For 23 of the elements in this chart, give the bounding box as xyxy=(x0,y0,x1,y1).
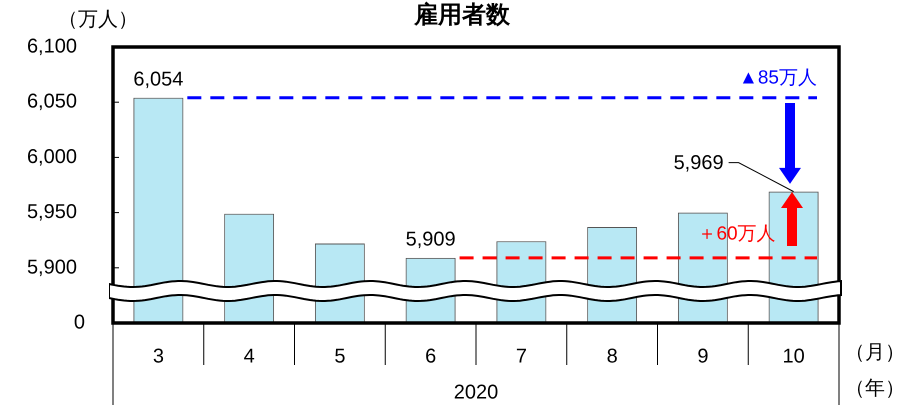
x-tick-label: 9 xyxy=(697,346,708,368)
y-tick-label: 5,950 xyxy=(26,201,77,224)
y-tick-label: 6,100 xyxy=(26,36,77,58)
text: 0 xyxy=(74,312,85,334)
text: （月） xyxy=(845,342,899,364)
y-tick-label: 5,900 xyxy=(26,256,77,278)
data-label: 5,969 xyxy=(674,152,724,174)
data-label: 6,054 xyxy=(133,68,184,90)
x-axis-title: 2020 xyxy=(454,382,498,404)
x-tick-label: 3 xyxy=(152,346,164,368)
x-tick-label: 7 xyxy=(516,346,527,368)
data-label: 5,909 xyxy=(406,228,456,250)
ref-line-label: ▲85万人 xyxy=(739,68,817,89)
text: （年） xyxy=(845,378,899,400)
x-tick-label: 4 xyxy=(244,346,255,368)
x-tick-label: 10 xyxy=(782,346,805,368)
chart-title: 雇用者数 xyxy=(413,2,511,29)
y-tick-label: 6,050 xyxy=(26,90,77,113)
y-tick-label: 6,000 xyxy=(26,146,77,168)
x-tick-label: 6 xyxy=(425,346,436,368)
x-tick-label: 8 xyxy=(606,346,618,368)
x-tick-label: 5 xyxy=(334,346,346,368)
y-axis-title: （万人） xyxy=(58,8,138,31)
